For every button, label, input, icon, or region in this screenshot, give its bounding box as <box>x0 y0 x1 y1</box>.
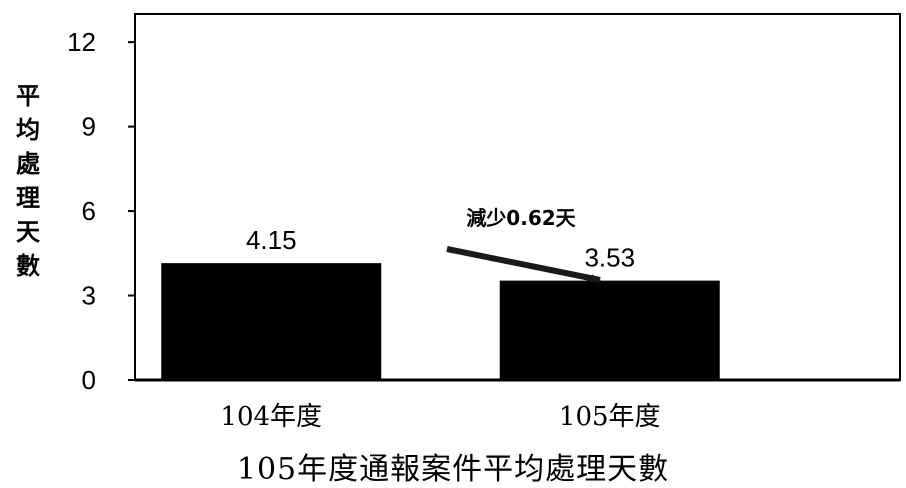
reduction-annotation: 減少0.62天 <box>446 206 601 283</box>
y-axis-label-char: 均 <box>16 115 40 144</box>
bar-value-label: 4.15 <box>246 225 297 255</box>
bars-group <box>161 263 720 380</box>
reduction-arrow <box>446 246 601 283</box>
y-tick-label: 3 <box>82 281 96 311</box>
y-tick-label: 9 <box>82 112 96 142</box>
y-axis-label-char: 平 <box>16 81 40 110</box>
x-axis-title: 105年度通報案件平均處理天數 <box>236 452 670 487</box>
y-tick-label: 0 <box>82 365 96 395</box>
y-tick-label: 6 <box>82 196 96 226</box>
bar-value-labels: 4.15 3.53 <box>246 225 635 272</box>
annotation-text: 減少0.62天 <box>466 206 576 230</box>
y-axis-label-char: 天 <box>16 217 40 246</box>
x-axis-ticks: 104年度 105年度 <box>220 402 660 432</box>
bar-value-label: 3.53 <box>584 243 635 273</box>
bar-104年度 <box>161 263 382 380</box>
bar-105年度 <box>499 280 720 380</box>
x-tick-label: 105年度 <box>559 402 661 432</box>
y-axis-label-char: 數 <box>16 251 40 280</box>
y-tick-label: 12 <box>67 27 96 57</box>
x-tick-label: 104年度 <box>220 402 322 432</box>
y-axis-label-char: 理 <box>16 183 40 212</box>
y-axis-ticks: 0 3 6 9 12 <box>67 27 135 395</box>
y-axis-label-char: 處 <box>16 149 40 178</box>
